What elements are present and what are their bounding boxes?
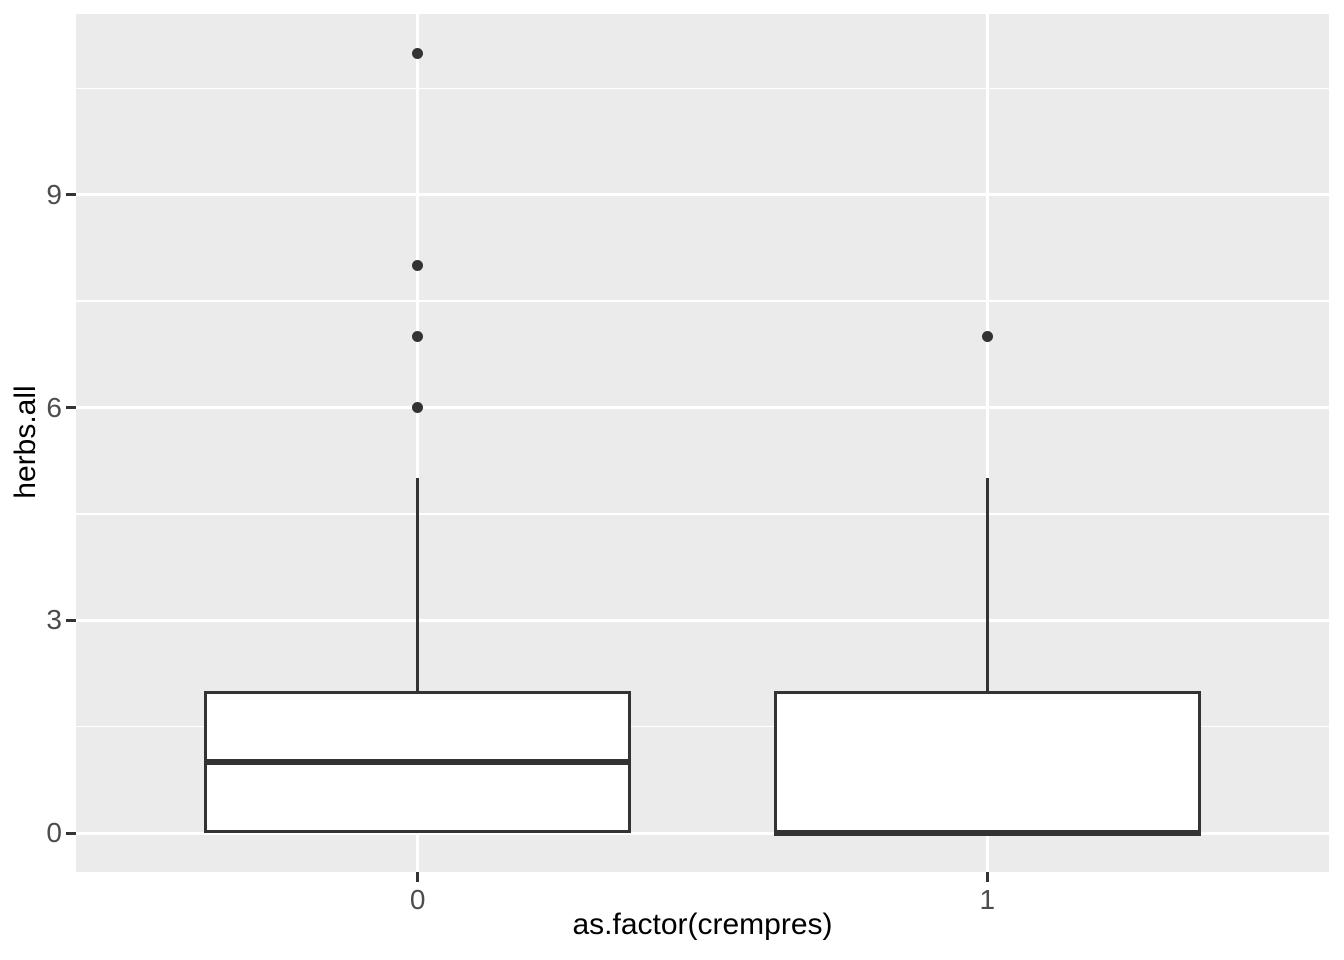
- y-tick-label: 3: [46, 604, 62, 636]
- y-axis-title: herbs.all: [9, 385, 42, 499]
- y-tick-mark: [66, 406, 76, 410]
- y-tick-label: 9: [46, 178, 62, 210]
- upper-whisker: [985, 478, 989, 692]
- plot-panel: [76, 14, 1329, 872]
- x-axis-title: as.factor(crempres): [572, 908, 833, 941]
- major-gridline: [76, 618, 1329, 622]
- median-line: [204, 759, 632, 766]
- minor-gridline: [76, 300, 1329, 302]
- minor-gridline: [76, 513, 1329, 515]
- outlier-point: [981, 331, 993, 343]
- major-gridline: [76, 831, 1329, 835]
- major-gridline: [76, 193, 1329, 197]
- y-tick-mark: [66, 193, 76, 197]
- y-tick-label: 0: [46, 817, 62, 848]
- y-tick-mark: [66, 618, 76, 622]
- median-line: [773, 830, 1201, 836]
- major-gridline: [76, 406, 1329, 410]
- outlier-point: [412, 402, 424, 414]
- iqr-box: [773, 691, 1201, 833]
- category-gridline: [416, 14, 420, 872]
- minor-gridline: [76, 87, 1329, 90]
- category-gridline: [985, 14, 989, 872]
- outlier-point: [412, 47, 424, 59]
- y-tick-mark: [66, 831, 76, 835]
- outlier-point: [412, 260, 424, 272]
- upper-whisker: [416, 478, 420, 692]
- y-tick-label: 6: [46, 391, 62, 423]
- x-tick-label: 1: [979, 884, 996, 915]
- outlier-point: [412, 331, 424, 343]
- x-tick-mark: [416, 872, 420, 882]
- x-tick-label: 0: [409, 884, 426, 915]
- minor-gridline: [76, 725, 1329, 728]
- x-tick-mark: [985, 872, 989, 882]
